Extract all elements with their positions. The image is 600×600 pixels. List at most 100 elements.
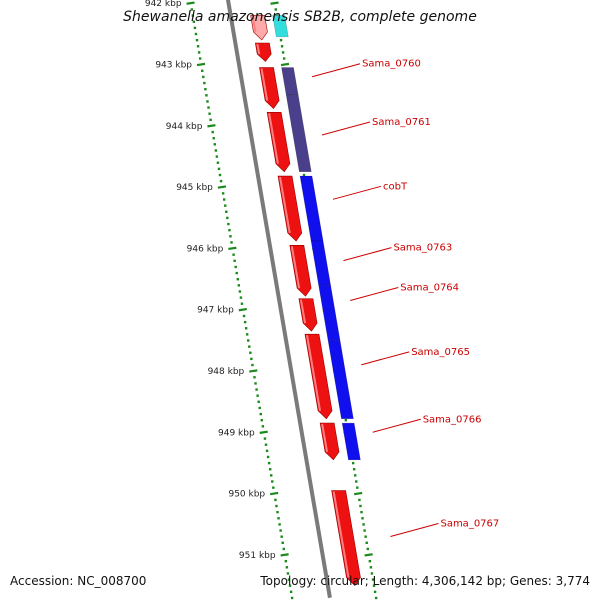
ruler-dot	[361, 517, 364, 520]
gene-arrow	[254, 42, 272, 62]
gene-arrow-highlight	[306, 335, 322, 411]
ruler-dot	[280, 45, 284, 48]
ruler-tick-label: 951 kbp	[239, 551, 276, 561]
gene-arrow-highlight	[321, 423, 329, 453]
gene-label-leader	[361, 351, 410, 366]
ruler-dot	[364, 535, 367, 538]
ruler-dot	[373, 590, 377, 594]
ruler-dot	[275, 504, 278, 508]
ruler-dot	[344, 419, 348, 422]
ruler-dot	[214, 149, 218, 152]
ruler-dot	[354, 474, 357, 477]
ruler-dot	[278, 523, 281, 526]
gene-arrow-highlight	[256, 43, 261, 55]
gene-label: Sama_0764	[400, 282, 459, 293]
ruler-dot	[355, 480, 358, 483]
ruler-tick-label: 948 kbp	[208, 367, 245, 377]
ruler-tick	[269, 491, 279, 496]
gene-label: Sama_0765	[411, 347, 470, 358]
ruler-dot	[261, 425, 265, 428]
ruler-dot	[255, 388, 258, 391]
ruler-dot	[238, 290, 242, 293]
ruler-dot	[234, 265, 237, 269]
gene-label-leader	[350, 286, 399, 301]
ruler-dot	[221, 192, 225, 195]
ruler-dot	[205, 94, 208, 97]
ruler-dot	[286, 572, 290, 575]
ruler-dot	[228, 228, 231, 232]
ruler-tick	[186, 1, 195, 5]
ruler-dot	[249, 351, 252, 354]
ruler-dot	[229, 235, 232, 238]
map-title: Shewanella amazonensis SB2B, complete ge…	[123, 9, 477, 25]
ruler-dot	[374, 596, 378, 600]
ruler-tick-label: 945 kbp	[176, 183, 213, 193]
ruler-dot	[257, 400, 260, 404]
gene-label: Sama_0766	[423, 414, 482, 425]
ruler-tick	[353, 491, 363, 496]
ruler-dot	[217, 167, 221, 171]
ruler-dot	[225, 210, 228, 213]
ruler-dot	[218, 173, 222, 177]
ruler-tick-label: 947 kbp	[197, 306, 234, 316]
ruler-tick	[280, 553, 289, 557]
ruler-dot	[274, 8, 277, 11]
cds-block	[310, 240, 331, 286]
cds-block	[285, 94, 312, 173]
ruler-tick-label: 950 kbp	[228, 490, 265, 500]
ruler-tick	[238, 307, 247, 312]
ruler-dot	[365, 541, 368, 545]
ruler-tick	[270, 1, 279, 5]
ruler-dot	[251, 363, 254, 367]
ruler-dot	[242, 314, 246, 318]
ruler-dot	[197, 51, 201, 54]
ruler-tick	[207, 124, 216, 128]
ruler-dot	[282, 57, 286, 60]
gene-arrow	[277, 175, 303, 242]
ruler-dot	[372, 584, 376, 587]
ruler-dot	[287, 578, 291, 581]
ruler-dot	[368, 559, 372, 563]
ruler-dot	[227, 222, 230, 226]
cds-block	[327, 340, 354, 420]
gene-arrow-highlight	[290, 246, 301, 289]
ruler-dot	[256, 394, 259, 397]
ruler-dot	[209, 118, 212, 122]
ruler-tick	[249, 369, 258, 373]
ruler-dot	[233, 259, 236, 263]
gene-label: Sama_0760	[362, 59, 421, 70]
ruler-dot	[245, 333, 249, 336]
ruler-dot	[222, 198, 226, 201]
ruler-tick-label: 942 kbp	[145, 0, 182, 9]
ruler-dot	[258, 406, 261, 410]
ruler-dot	[351, 461, 355, 465]
ruler-dot	[243, 320, 247, 324]
gene-arrow	[266, 111, 291, 173]
ruler-dot	[235, 271, 238, 275]
gene-arrow-highlight	[279, 176, 291, 234]
ruler-dot	[369, 566, 373, 569]
ruler-dot	[224, 204, 227, 207]
gene-label-leader	[343, 247, 392, 262]
ruler-dot	[211, 130, 214, 134]
ruler-dot	[195, 38, 199, 42]
gene-arrow-highlight	[268, 113, 279, 164]
ruler-dot	[281, 541, 284, 545]
gene-label: Sama_0761	[372, 117, 431, 128]
ruler-tick	[228, 246, 237, 251]
ruler-dot	[282, 547, 285, 551]
cds-block	[272, 15, 289, 38]
ruler-tick-label: 949 kbp	[218, 428, 255, 438]
ruler-dot	[236, 278, 239, 281]
ruler-dot	[201, 69, 204, 72]
ruler-dot	[254, 382, 257, 385]
ruler-tick-label: 943 kbp	[155, 60, 192, 70]
ruler-dot	[250, 357, 253, 361]
ruler-dot	[272, 486, 275, 489]
ruler-dot	[263, 437, 267, 440]
ruler-tick	[364, 553, 373, 557]
ruler-dot	[230, 241, 233, 244]
ruler-dot	[264, 443, 268, 446]
ruler-dot	[203, 81, 206, 85]
